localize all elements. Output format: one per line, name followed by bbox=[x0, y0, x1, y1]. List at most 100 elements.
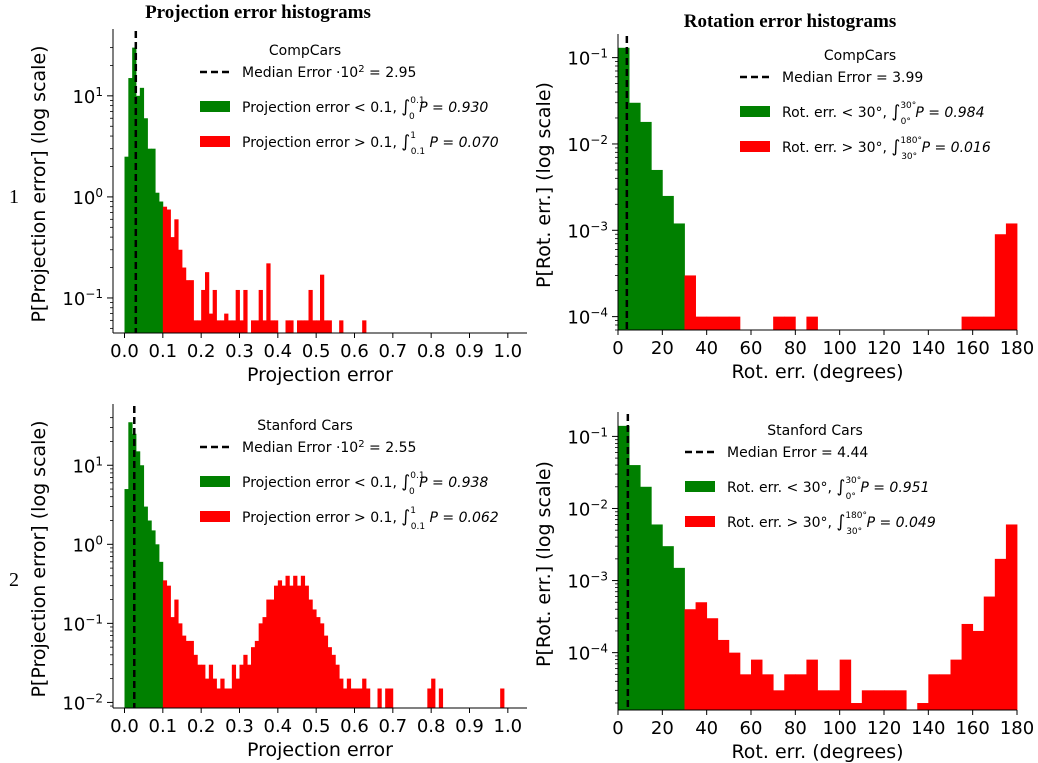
histogram-bar bbox=[216, 688, 221, 708]
histogram-bar bbox=[431, 678, 436, 708]
legend-bar-swatch bbox=[740, 106, 770, 117]
chart-2-right: 0 20 40 60 80 100 120 140 160 180 10−4 10−3 10−2 10−1… bbox=[533, 412, 1034, 763]
x-tick-label: 60 bbox=[740, 338, 763, 359]
legend: CompCars Median Error = 3.99 Rot. err. < 3… bbox=[740, 48, 991, 162]
histogram-bar bbox=[247, 664, 252, 708]
histogram-bar bbox=[806, 659, 818, 710]
column-title-rotation: Rotation error histograms bbox=[684, 11, 897, 32]
column-title-projection: Projection error histograms bbox=[145, 2, 371, 23]
histogram-bar bbox=[254, 640, 260, 708]
x-tick-label: 80 bbox=[784, 338, 807, 359]
histogram-bar bbox=[201, 289, 206, 333]
histogram-bar bbox=[197, 664, 202, 708]
histogram-bar bbox=[346, 678, 352, 708]
histogram-bar bbox=[629, 465, 641, 710]
x-tick-label: 0.1 bbox=[149, 716, 178, 737]
x-tick-label: 0.4 bbox=[264, 341, 293, 362]
histogram-bar bbox=[872, 690, 885, 710]
histogram-bar bbox=[362, 320, 367, 333]
x-tick-label: 0.8 bbox=[417, 716, 446, 737]
histogram-bar bbox=[795, 674, 807, 710]
histogram-bar bbox=[312, 320, 317, 333]
histogram-bar bbox=[174, 599, 179, 708]
legend-label: Median Error = 4.44 bbox=[727, 445, 868, 461]
histogram-bar bbox=[806, 316, 818, 330]
histogram-bar bbox=[861, 690, 874, 710]
histogram-bar bbox=[239, 664, 244, 708]
histogram-bar bbox=[950, 659, 962, 710]
x-tick-label: 80 bbox=[784, 718, 807, 739]
histogram-bar bbox=[151, 530, 156, 708]
histogram-bar bbox=[304, 320, 309, 333]
histogram-bar bbox=[928, 674, 940, 710]
histogram-bar bbox=[136, 451, 141, 708]
histogram-bar bbox=[739, 674, 752, 710]
x-tick-label: 0.0 bbox=[110, 341, 139, 362]
x-tick-label: 0 bbox=[612, 338, 623, 359]
histogram-bar bbox=[651, 169, 663, 330]
x-tick-label: 0.9 bbox=[455, 341, 484, 362]
histogram-bar bbox=[216, 320, 221, 333]
x-tick-label: 0.5 bbox=[302, 716, 331, 737]
histogram-bar bbox=[994, 234, 1007, 330]
histogram-bar bbox=[751, 659, 763, 710]
histogram-bar bbox=[717, 639, 730, 710]
x-tick-label: 180 bbox=[1000, 338, 1034, 359]
x-tick-label: 0.6 bbox=[340, 341, 369, 362]
histogram-bar bbox=[147, 148, 152, 333]
x-tick-label: 20 bbox=[651, 338, 674, 359]
histogram-bar bbox=[285, 575, 290, 708]
y-tick-label: 10−1 bbox=[567, 47, 608, 70]
x-tick-label: 0.4 bbox=[264, 716, 293, 737]
histogram-bar bbox=[917, 703, 929, 710]
x-tick-label: 0.5 bbox=[302, 341, 331, 362]
histogram-bar bbox=[270, 599, 275, 708]
histogram-bar bbox=[662, 546, 674, 710]
legend-title: Stanford Cars bbox=[257, 418, 353, 434]
histogram-bar bbox=[961, 623, 974, 710]
histogram-bar bbox=[174, 219, 179, 333]
histogram-bar bbox=[220, 320, 225, 333]
histogram-bar bbox=[189, 640, 194, 708]
histogram-bar bbox=[170, 237, 175, 333]
x-tick-label: 60 bbox=[740, 718, 763, 739]
histogram-bar bbox=[182, 635, 187, 708]
histogram-bar bbox=[673, 567, 685, 710]
x-tick-label: 120 bbox=[867, 338, 901, 359]
histogram-bar bbox=[178, 249, 183, 333]
histogram-bar bbox=[224, 688, 229, 708]
x-tick-label: 0.8 bbox=[417, 341, 446, 362]
x-tick-label: 40 bbox=[695, 338, 718, 359]
legend-label: Rot. err. > 30°, ∫180° 30° P = 0.016 bbox=[782, 136, 991, 162]
histogram-bar bbox=[618, 47, 630, 330]
histogram-bar bbox=[706, 316, 719, 330]
histogram-bar bbox=[224, 313, 229, 333]
x-tick-label: 1.0 bbox=[494, 716, 523, 737]
x-tick-label: 0.6 bbox=[340, 716, 369, 737]
histogram-bar bbox=[385, 688, 390, 708]
legend-bar-swatch bbox=[685, 481, 715, 492]
histogram-bar bbox=[220, 678, 225, 708]
histogram-bar bbox=[377, 688, 382, 708]
histogram-bar bbox=[193, 654, 198, 708]
histogram-bar bbox=[235, 289, 240, 333]
legend-label: Rot. err. > 30°, ∫180° 30° P = 0.049 bbox=[727, 511, 936, 537]
x-tick-label: 180 bbox=[1000, 718, 1034, 739]
histogram-bar bbox=[640, 486, 652, 710]
histogram-bar bbox=[212, 289, 217, 333]
histogram-bar bbox=[427, 688, 432, 708]
legend-title: Stanford Cars bbox=[767, 423, 863, 439]
histogram-bar bbox=[297, 585, 302, 708]
histogram-bar bbox=[128, 78, 133, 334]
histogram-bar bbox=[262, 617, 267, 708]
y-tick-label: 10−2 bbox=[567, 497, 608, 520]
histogram-bar bbox=[162, 206, 168, 333]
histogram-bar bbox=[124, 489, 129, 708]
legend: CompCars Median Error ·102 = 2.95 Projecti… bbox=[200, 43, 499, 157]
y-tick-label: 100 bbox=[72, 186, 103, 209]
row-label-2: 2 bbox=[9, 569, 19, 591]
x-tick-label: 160 bbox=[955, 718, 989, 739]
histogram-bar bbox=[983, 596, 996, 710]
histogram-bar bbox=[258, 289, 263, 333]
chart-panels: 0.0 0.1 0.2 0.3 0.4 0.5 0.6 0.7 0.8 0.9 1.0 10−1 100… bbox=[28, 29, 1034, 763]
